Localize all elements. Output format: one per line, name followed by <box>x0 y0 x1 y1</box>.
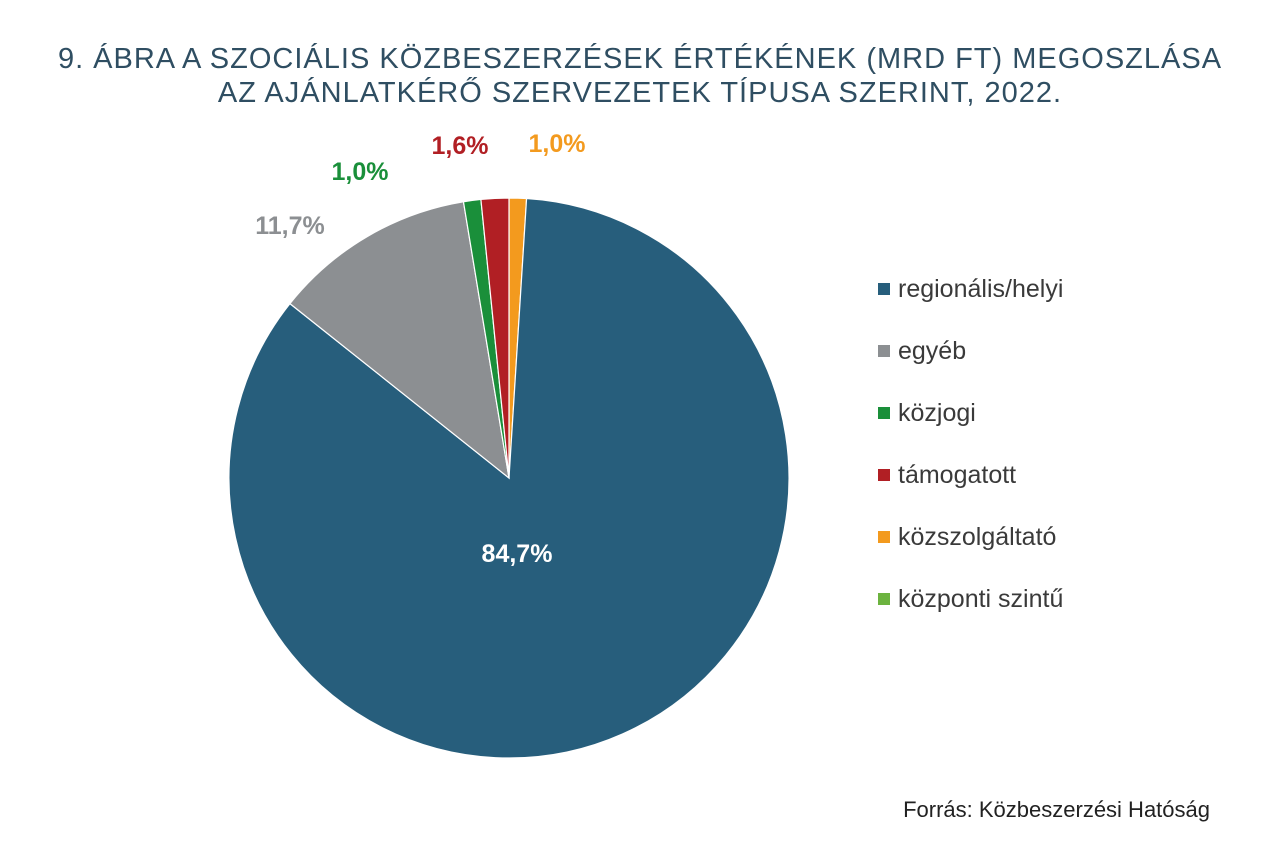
legend-label: közszolgáltató <box>898 522 1057 551</box>
chart-title: 9. ÁBRA A SZOCIÁLIS KÖZBESZERZÉSEK ÉRTÉK… <box>0 42 1280 110</box>
legend-label: központi szintű <box>898 584 1064 613</box>
chart-legend: regionális/helyi egyéb közjogi támogatott kö… <box>878 258 1063 630</box>
legend-label: regionális/helyi <box>898 274 1064 303</box>
data-label-támogatott: 1,6% <box>432 132 489 160</box>
pie-slice-egyéb <box>289 201 510 480</box>
legend-swatch <box>878 345 890 357</box>
legend-item: közjogi <box>878 382 1063 444</box>
legend-swatch <box>878 531 890 543</box>
legend-item: központi szintű <box>878 568 1063 630</box>
data-label-regionális-helyi: 84,7% <box>482 540 553 568</box>
legend-item: támogatott <box>878 444 1063 506</box>
chart-title-line-2: AZ AJÁNLATKÉRŐ SZERVEZETEK TÍPUSA SZERIN… <box>217 77 1063 109</box>
data-label-közjogi: 1,0% <box>332 158 389 186</box>
legend-item: közszolgáltató <box>878 506 1063 568</box>
data-label-egyéb: 11,7% <box>255 212 325 240</box>
legend-label: egyéb <box>898 336 967 365</box>
legend-item: regionális/helyi <box>878 258 1063 320</box>
legend-swatch <box>878 593 890 605</box>
legend-label: közjogi <box>898 398 976 427</box>
legend-item: egyéb <box>878 320 1063 382</box>
legend-swatch <box>878 469 890 481</box>
legend-swatch <box>878 283 890 295</box>
source-note: Forrás: Közbeszerzési Hatóság <box>903 797 1210 822</box>
chart-title-line-1: 9. ÁBRA A SZOCIÁLIS KÖZBESZERZÉSEK ÉRTÉK… <box>57 43 1223 75</box>
legend-label: támogatott <box>898 460 1017 489</box>
pie-slice-támogatott <box>480 197 510 479</box>
data-label-közszolgáltató: 1,0% <box>529 130 586 158</box>
legend-swatch <box>878 407 890 419</box>
